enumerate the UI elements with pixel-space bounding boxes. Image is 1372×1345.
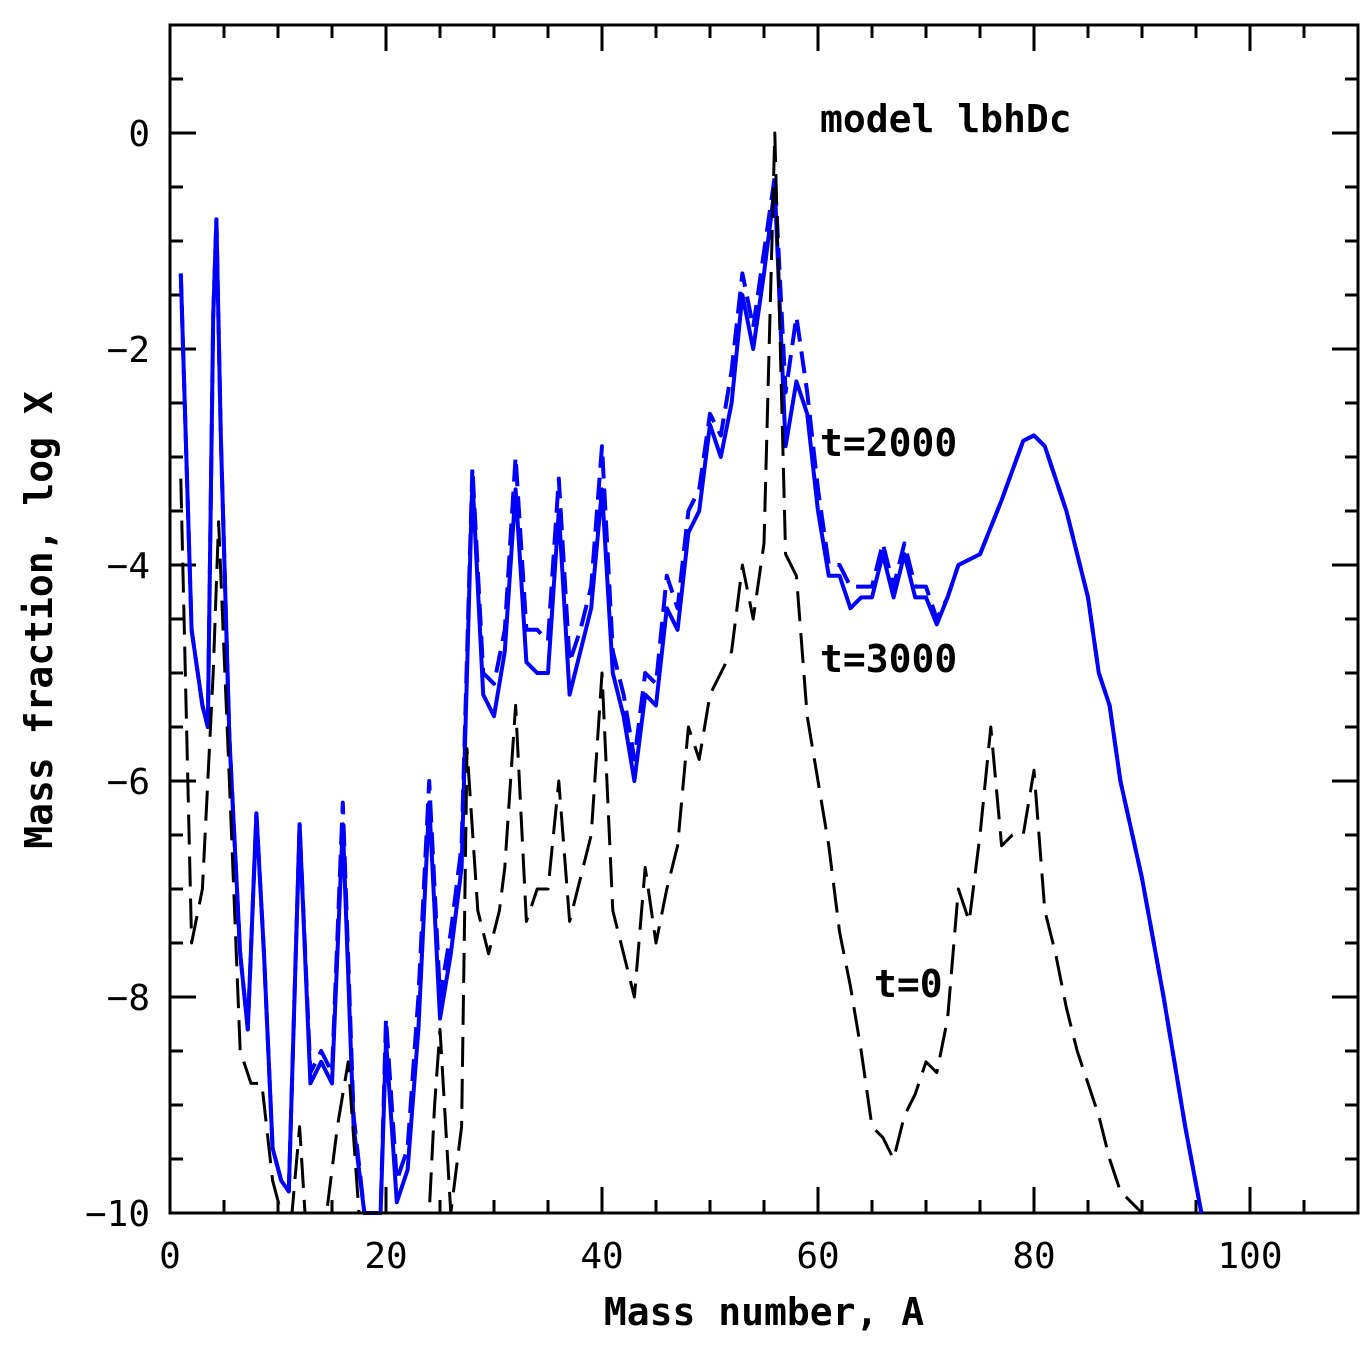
annotation-t2000: t=2000 <box>820 421 957 465</box>
x-tick-label: 100 <box>1217 1236 1282 1277</box>
y-tick-label: −8 <box>107 978 150 1019</box>
series-line-1 <box>178 174 1204 1215</box>
tick-labels: 0 20 40 60 80 100 0 −2 −4 −6 −8 −10 <box>85 114 1283 1277</box>
plot-frame <box>168 23 1360 1215</box>
x-tick-label: 40 <box>580 1236 623 1277</box>
series-layer <box>178 131 1204 1215</box>
x-tick-label: 0 <box>159 1236 181 1277</box>
annotation-model: model lbhDc <box>820 97 1072 141</box>
y-tick-label: −10 <box>85 1194 150 1235</box>
y-axis-title: Mass fraction, log X <box>17 391 61 849</box>
y-tick-label: −6 <box>107 762 150 803</box>
x-tick-label: 80 <box>1012 1236 1055 1277</box>
x-axis-title: Mass number, A <box>604 1290 924 1334</box>
annotations: model lbhDc t=2000 t=3000 t=0 <box>820 97 1072 1006</box>
annotation-t3000: t=3000 <box>820 637 957 681</box>
series-line-2 <box>179 131 1144 1215</box>
y-tick-label: −2 <box>107 330 150 371</box>
x-tick-label: 20 <box>364 1236 407 1277</box>
y-tick-label: 0 <box>128 114 150 155</box>
axis-ticks <box>168 23 1360 1215</box>
x-tick-label: 60 <box>796 1236 839 1277</box>
annotation-t0: t=0 <box>874 962 943 1006</box>
y-tick-label: −4 <box>107 546 150 587</box>
